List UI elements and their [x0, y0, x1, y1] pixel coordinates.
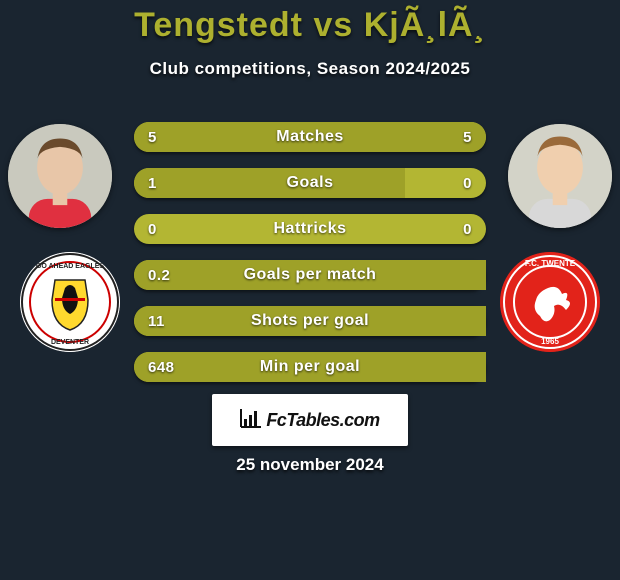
stat-label: Goals — [134, 168, 486, 198]
stat-row: 648 Min per goal — [134, 352, 486, 382]
chart-icon — [240, 408, 262, 433]
stat-label: Min per goal — [134, 352, 486, 382]
svg-text:1965: 1965 — [541, 337, 559, 346]
stat-label: Hattricks — [134, 214, 486, 244]
stat-value-right: 0 — [463, 168, 472, 198]
svg-text:DEVENTER: DEVENTER — [51, 339, 89, 346]
player-right-avatar — [508, 124, 612, 228]
svg-text:F.C. TWENTE: F.C. TWENTE — [525, 259, 576, 268]
brand-badge: FcTables.com — [212, 394, 408, 446]
club-right-crest: F.C. TWENTE 1965 — [500, 252, 600, 352]
stat-row: 0 Hattricks 0 — [134, 214, 486, 244]
page-title: Tengstedt vs KjÃ¸lÃ¸ — [0, 0, 620, 45]
player-left-avatar — [8, 124, 112, 228]
date-text: 25 november 2024 — [0, 455, 620, 475]
club-left-crest: GO AHEAD EAGLES DEVENTER — [20, 252, 120, 352]
stat-value-right: 0 — [463, 214, 472, 244]
infographic: Tengstedt vs KjÃ¸lÃ¸ Club competitions, … — [0, 0, 620, 580]
stat-label: Matches — [134, 122, 486, 152]
stat-bars: 5 Matches 5 1 Goals 0 0 Hattricks 0 0.2 … — [134, 122, 486, 398]
stat-value-right: 5 — [463, 122, 472, 152]
stat-label: Goals per match — [134, 260, 486, 290]
subtitle: Club competitions, Season 2024/2025 — [0, 59, 620, 79]
stat-row: 5 Matches 5 — [134, 122, 486, 152]
stat-row: 1 Goals 0 — [134, 168, 486, 198]
stat-row: 0.2 Goals per match — [134, 260, 486, 290]
svg-text:GO AHEAD EAGLES: GO AHEAD EAGLES — [36, 263, 105, 270]
brand-text: FcTables.com — [266, 410, 379, 431]
stat-label: Shots per goal — [134, 306, 486, 336]
stat-row: 11 Shots per goal — [134, 306, 486, 336]
